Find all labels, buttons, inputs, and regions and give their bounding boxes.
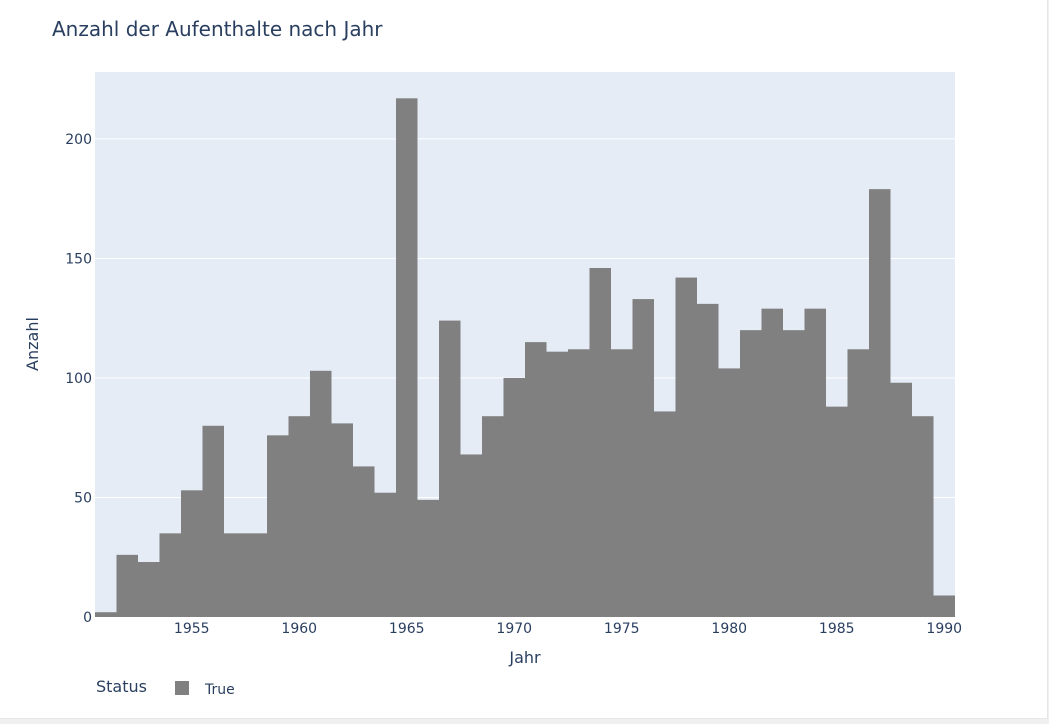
bar-1959[interactable] bbox=[267, 435, 289, 617]
bar-1979[interactable] bbox=[697, 303, 719, 617]
x-tick-label: 1990 bbox=[926, 621, 962, 637]
bar-1973[interactable] bbox=[568, 349, 590, 617]
bar-1990[interactable] bbox=[933, 595, 956, 617]
bar-1983[interactable] bbox=[783, 330, 805, 617]
bar-1952[interactable] bbox=[116, 554, 139, 617]
bar-1987[interactable] bbox=[869, 189, 891, 617]
bar-1981[interactable] bbox=[740, 330, 762, 617]
bar-1965[interactable] bbox=[396, 98, 418, 617]
bar-1955[interactable] bbox=[181, 490, 203, 617]
bar-1984[interactable] bbox=[804, 308, 827, 617]
bar-1957[interactable] bbox=[224, 533, 246, 617]
y-axis-ticks: 0 50 100 150 200 bbox=[65, 132, 92, 626]
bar-1974[interactable] bbox=[589, 268, 612, 617]
y-tick-label: 100 bbox=[65, 371, 92, 387]
bar-1970[interactable] bbox=[503, 377, 526, 617]
bar-1986[interactable] bbox=[847, 349, 870, 617]
legend-swatch-true[interactable] bbox=[175, 681, 189, 695]
bar-1971[interactable] bbox=[525, 342, 547, 617]
bar-1958[interactable] bbox=[245, 533, 268, 617]
x-tick-label: 1980 bbox=[711, 621, 747, 637]
x-tick-label: 1970 bbox=[496, 621, 532, 637]
bar-1953[interactable] bbox=[138, 562, 160, 617]
y-tick-label: 50 bbox=[74, 490, 92, 506]
bar-1977[interactable] bbox=[654, 411, 676, 617]
x-tick-label: 1955 bbox=[174, 621, 210, 637]
bar-1961[interactable] bbox=[310, 370, 332, 617]
bar-1963[interactable] bbox=[353, 466, 375, 617]
bar-1956[interactable] bbox=[202, 425, 225, 617]
x-axis-ticks: 1955 1960 1965 1970 1975 1980 1985 1990 bbox=[174, 621, 962, 637]
bar-1960[interactable] bbox=[288, 416, 311, 617]
bar-1978[interactable] bbox=[675, 277, 698, 617]
bar-1968[interactable] bbox=[460, 454, 483, 617]
bar-1988[interactable] bbox=[890, 382, 913, 617]
bar-1966[interactable] bbox=[417, 499, 440, 617]
x-tick-label: 1960 bbox=[281, 621, 317, 637]
bar-1954[interactable] bbox=[159, 533, 182, 617]
bar-1989[interactable] bbox=[912, 416, 934, 617]
bar-1976[interactable] bbox=[632, 299, 655, 617]
x-tick-label: 1975 bbox=[604, 621, 640, 637]
bar-1962[interactable] bbox=[331, 423, 354, 617]
bar-1967[interactable] bbox=[439, 320, 461, 617]
y-tick-label: 0 bbox=[83, 610, 92, 626]
bar-1975[interactable] bbox=[611, 349, 633, 617]
bars bbox=[95, 98, 955, 617]
bar-1982[interactable] bbox=[761, 308, 784, 617]
legend-title: Status bbox=[96, 677, 147, 696]
bar-1964[interactable] bbox=[374, 492, 397, 617]
bar-1951[interactable] bbox=[95, 612, 117, 617]
bar-1980[interactable] bbox=[718, 368, 741, 617]
x-tick-label: 1965 bbox=[389, 621, 425, 637]
chart-title: Anzahl der Aufenthalte nach Jahr bbox=[52, 17, 383, 41]
y-tick-label: 150 bbox=[65, 251, 92, 267]
y-tick-label: 200 bbox=[65, 132, 92, 148]
bar-1969[interactable] bbox=[482, 416, 504, 617]
y-axis-title: Anzahl bbox=[23, 317, 42, 371]
x-axis-title: Jahr bbox=[508, 648, 541, 667]
legend-item-true[interactable]: True bbox=[204, 682, 235, 698]
bar-1972[interactable] bbox=[546, 351, 569, 617]
x-tick-label: 1985 bbox=[819, 621, 855, 637]
legend: Status True bbox=[96, 677, 235, 698]
bar-1985[interactable] bbox=[826, 406, 848, 617]
